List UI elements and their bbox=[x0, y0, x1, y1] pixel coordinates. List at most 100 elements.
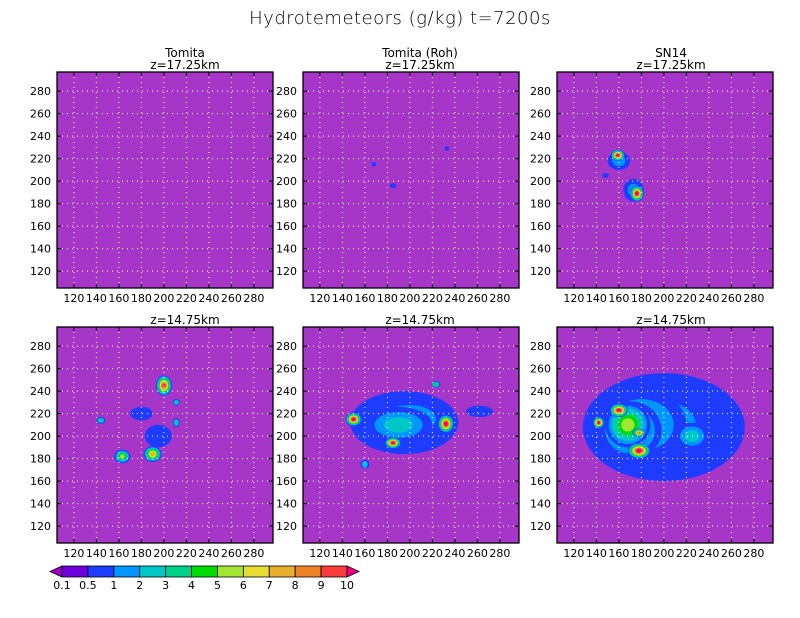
colorbar-min-arrow bbox=[49, 565, 63, 578]
y-tick-label: 220 bbox=[530, 408, 551, 421]
y-tick-label: 160 bbox=[276, 220, 297, 233]
colorbar-swatch bbox=[61, 565, 89, 578]
y-tick-label: 280 bbox=[30, 340, 51, 353]
contour-band bbox=[362, 462, 367, 467]
panel-subtitle: z=17.25km bbox=[385, 58, 455, 72]
colorbar-swatch bbox=[139, 565, 167, 578]
y-tick-label: 140 bbox=[530, 498, 551, 511]
plot-background bbox=[557, 72, 773, 288]
y-tick-label: 180 bbox=[30, 453, 51, 466]
y-tick-label: 140 bbox=[30, 243, 51, 256]
heatmap-panel: 120 140 160 180 200 220 240 260 2801201401601802… bbox=[276, 326, 520, 560]
y-tick-label: 260 bbox=[530, 108, 551, 121]
colorbar-swatch bbox=[165, 565, 192, 578]
x-tick-label: 220 bbox=[676, 292, 697, 305]
x-tick-label: 220 bbox=[422, 547, 443, 560]
x-tick-label: 160 bbox=[354, 547, 375, 560]
x-tick-label: 220 bbox=[422, 292, 443, 305]
x-tick-label: 280 bbox=[489, 292, 510, 305]
figure-title: Hydrotemeteors (g/kg) t=7200s bbox=[249, 8, 551, 29]
y-tick-label: 200 bbox=[30, 175, 51, 188]
y-tick-label: 260 bbox=[276, 363, 297, 376]
y-tick-label: 120 bbox=[276, 520, 297, 533]
contour-band bbox=[616, 408, 621, 412]
y-tick-label: 240 bbox=[30, 130, 51, 143]
y-tick-label: 180 bbox=[30, 198, 51, 211]
contour-band bbox=[130, 406, 153, 421]
y-tick-label: 220 bbox=[276, 153, 297, 166]
contour-band bbox=[616, 154, 620, 157]
colorbar-swatch bbox=[320, 565, 348, 578]
y-tick-label: 280 bbox=[30, 85, 51, 98]
x-tick-label: 140 bbox=[586, 547, 607, 560]
colorbar-swatch bbox=[113, 565, 141, 578]
y-tick-label: 220 bbox=[530, 153, 551, 166]
heatmap-panel: 120 140 160 180 200 220 240 260 2801201401601802… bbox=[276, 71, 520, 305]
y-tick-label: 140 bbox=[276, 243, 297, 256]
contour-band bbox=[444, 421, 448, 426]
x-tick-label: 140 bbox=[332, 292, 353, 305]
y-tick-label: 180 bbox=[530, 198, 551, 211]
panel-subtitle: z=14.75km bbox=[385, 313, 455, 327]
y-tick-label: 180 bbox=[276, 198, 297, 211]
x-tick-label: 240 bbox=[698, 547, 719, 560]
x-tick-label: 200 bbox=[653, 547, 674, 560]
colorbar-label: 5 bbox=[214, 579, 221, 592]
contour-band bbox=[434, 383, 438, 386]
x-tick-label: 120 bbox=[63, 292, 84, 305]
y-tick-label: 180 bbox=[530, 453, 551, 466]
y-tick-label: 260 bbox=[276, 108, 297, 121]
colorbar-swatch bbox=[268, 565, 296, 578]
x-tick-label: 180 bbox=[131, 292, 152, 305]
y-tick-label: 220 bbox=[30, 153, 51, 166]
plot-frame bbox=[556, 326, 774, 544]
x-tick-label: 260 bbox=[721, 547, 742, 560]
panel-title: Tomita bbox=[165, 46, 205, 60]
contour-band bbox=[602, 173, 609, 178]
x-tick-label: 140 bbox=[86, 292, 107, 305]
x-tick-label: 140 bbox=[86, 547, 107, 560]
y-tick-label: 160 bbox=[276, 475, 297, 488]
plot-frame bbox=[556, 71, 774, 289]
x-tick-label: 240 bbox=[444, 292, 465, 305]
y-tick-label: 200 bbox=[276, 175, 297, 188]
panel-subtitle: z=17.25km bbox=[150, 58, 220, 72]
contour-band bbox=[389, 183, 397, 188]
heatmap-panel: 120 140 160 180 200 220 240 260 2801201401601802… bbox=[530, 71, 774, 305]
x-tick-label: 180 bbox=[377, 292, 398, 305]
y-tick-label: 200 bbox=[530, 175, 551, 188]
contour-band bbox=[175, 401, 178, 404]
x-tick-label: 260 bbox=[221, 547, 242, 560]
contour-field bbox=[345, 381, 494, 469]
y-tick-label: 160 bbox=[30, 220, 51, 233]
colorbar: 0.1 0.5 1 2 3 4 5 6 7 8 9 10 bbox=[49, 565, 360, 592]
y-tick-label: 200 bbox=[30, 430, 51, 443]
colorbar-label: 0.1 bbox=[53, 579, 71, 592]
y-tick-label: 240 bbox=[530, 385, 551, 398]
y-tick-label: 220 bbox=[276, 408, 297, 421]
contour-field bbox=[96, 375, 180, 464]
contour-band bbox=[120, 454, 125, 459]
x-tick-label: 120 bbox=[309, 292, 330, 305]
contour-band bbox=[144, 424, 172, 448]
x-tick-label: 280 bbox=[743, 547, 764, 560]
y-tick-label: 120 bbox=[530, 265, 551, 278]
x-tick-label: 120 bbox=[563, 292, 584, 305]
contour-field bbox=[602, 149, 644, 202]
contour-band bbox=[351, 417, 356, 421]
x-tick-label: 280 bbox=[743, 292, 764, 305]
x-tick-label: 160 bbox=[608, 547, 629, 560]
panel-subtitle: z=17.25km bbox=[636, 58, 706, 72]
contour-band bbox=[371, 162, 377, 167]
y-tick-label: 140 bbox=[276, 498, 297, 511]
x-tick-label: 220 bbox=[176, 547, 197, 560]
contour-band bbox=[597, 421, 600, 424]
contour-band bbox=[466, 405, 494, 417]
x-tick-label: 180 bbox=[377, 547, 398, 560]
contour-band bbox=[621, 418, 635, 432]
y-tick-label: 240 bbox=[530, 130, 551, 143]
panel-subtitle: z=14.75km bbox=[150, 313, 220, 327]
colorbar-label: 7 bbox=[266, 579, 273, 592]
contour-band bbox=[636, 449, 642, 453]
y-tick-label: 160 bbox=[530, 220, 551, 233]
